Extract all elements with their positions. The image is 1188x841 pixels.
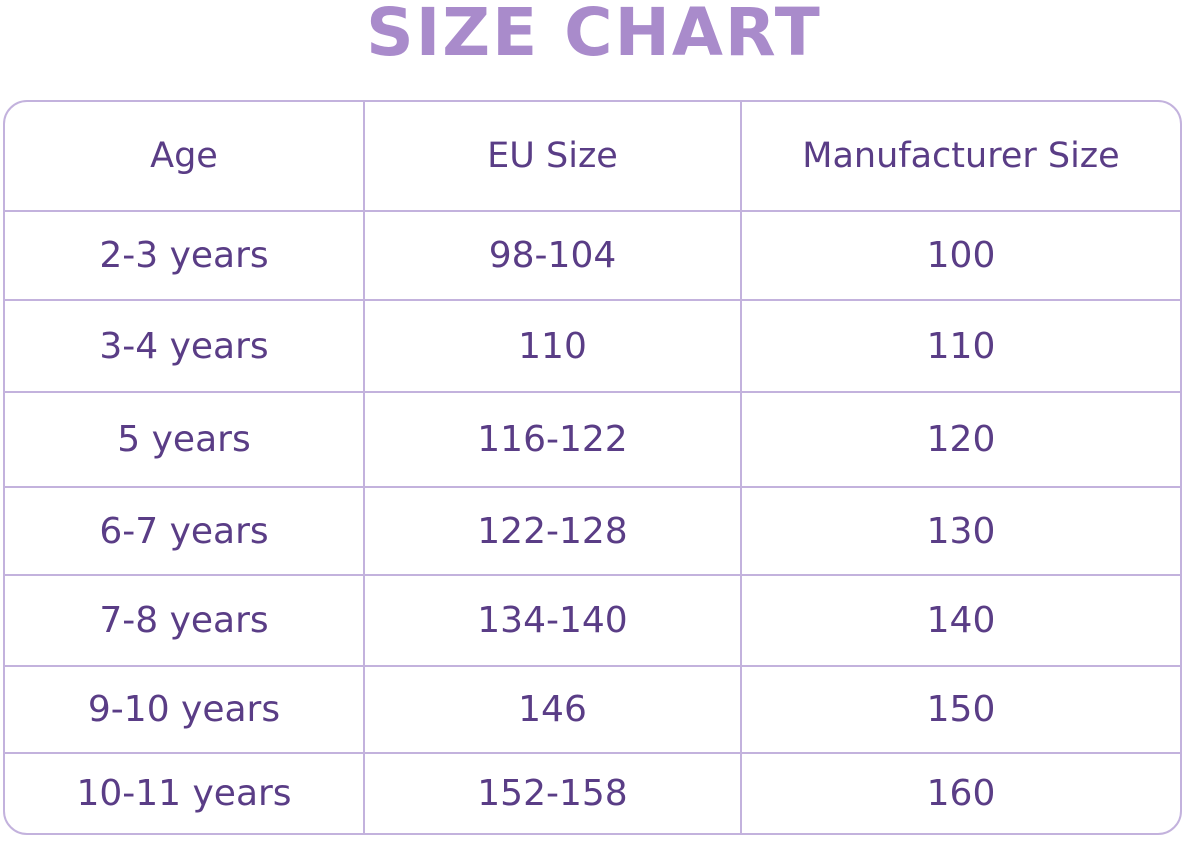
size-table: Age EU Size Manufacturer Size 2-3 years 98-1… [3,100,1182,835]
table-cell: 7-8 years [5,576,365,667]
table-cell: 9-10 years [5,667,365,754]
table-cell: 146 [365,667,742,754]
table-cell: 150 [742,667,1180,754]
table-cell: 6-7 years [5,488,365,576]
table-cell: 116-122 [365,393,742,488]
header-cell: Manufacturer Size [742,102,1180,212]
table-cell: 100 [742,212,1180,301]
table-cell: 3-4 years [5,301,365,393]
table-cell: 10-11 years [5,754,365,833]
table-cell: 152-158 [365,754,742,833]
table-cell: 110 [365,301,742,393]
table-cell: 130 [742,488,1180,576]
table-cell: 2-3 years [5,212,365,301]
table-cell: 110 [742,301,1180,393]
table-cell: 134-140 [365,576,742,667]
table-cell: 98-104 [365,212,742,301]
table-cell: 5 years [5,393,365,488]
header-cell: Age [5,102,365,212]
header-cell: EU Size [365,102,742,212]
table-cell: 120 [742,393,1180,488]
table-cell: 160 [926,773,996,814]
title: SIZE CHART [366,0,822,71]
table-cell: 140 [742,576,1180,667]
table-cell: 122-128 [365,488,742,576]
